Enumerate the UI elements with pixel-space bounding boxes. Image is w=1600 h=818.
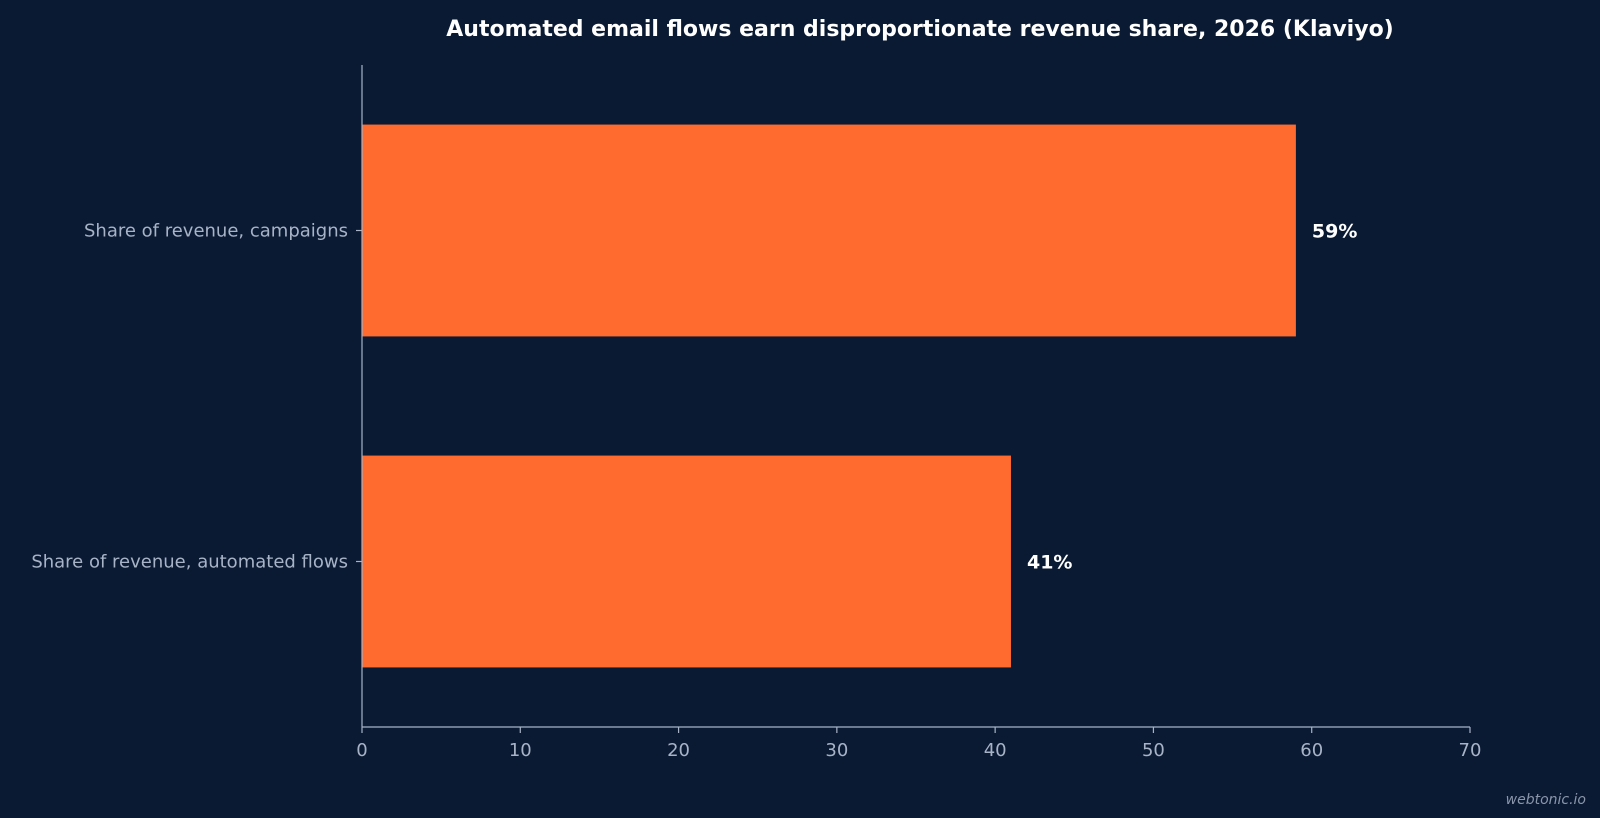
category-label-0: Share of revenue, campaigns	[84, 221, 348, 242]
value-label-1: 41%	[1027, 552, 1072, 574]
value-label-0: 59%	[1312, 221, 1357, 243]
bar-1	[362, 455, 1011, 668]
x-tick-label-4: 40	[984, 740, 1007, 761]
x-tick-label-7: 70	[1459, 740, 1482, 761]
axes-group: Share of revenue, campaigns Share of reve…	[31, 65, 1481, 761]
bar-0	[362, 124, 1296, 337]
x-tick-label-1: 10	[509, 740, 532, 761]
x-tick-label-6: 60	[1300, 740, 1323, 761]
watermark: webtonic.io	[1505, 792, 1586, 808]
bars-group: 59% 41%	[362, 124, 1357, 668]
x-tick-label-5: 50	[1142, 740, 1165, 761]
category-label-1: Share of revenue, automated flows	[31, 552, 348, 573]
x-tick-label-3: 30	[825, 740, 848, 761]
x-tick-label-2: 20	[667, 740, 690, 761]
chart-title: Automated email flows earn disproportion…	[446, 17, 1393, 42]
x-tick-label-0: 0	[356, 740, 367, 761]
